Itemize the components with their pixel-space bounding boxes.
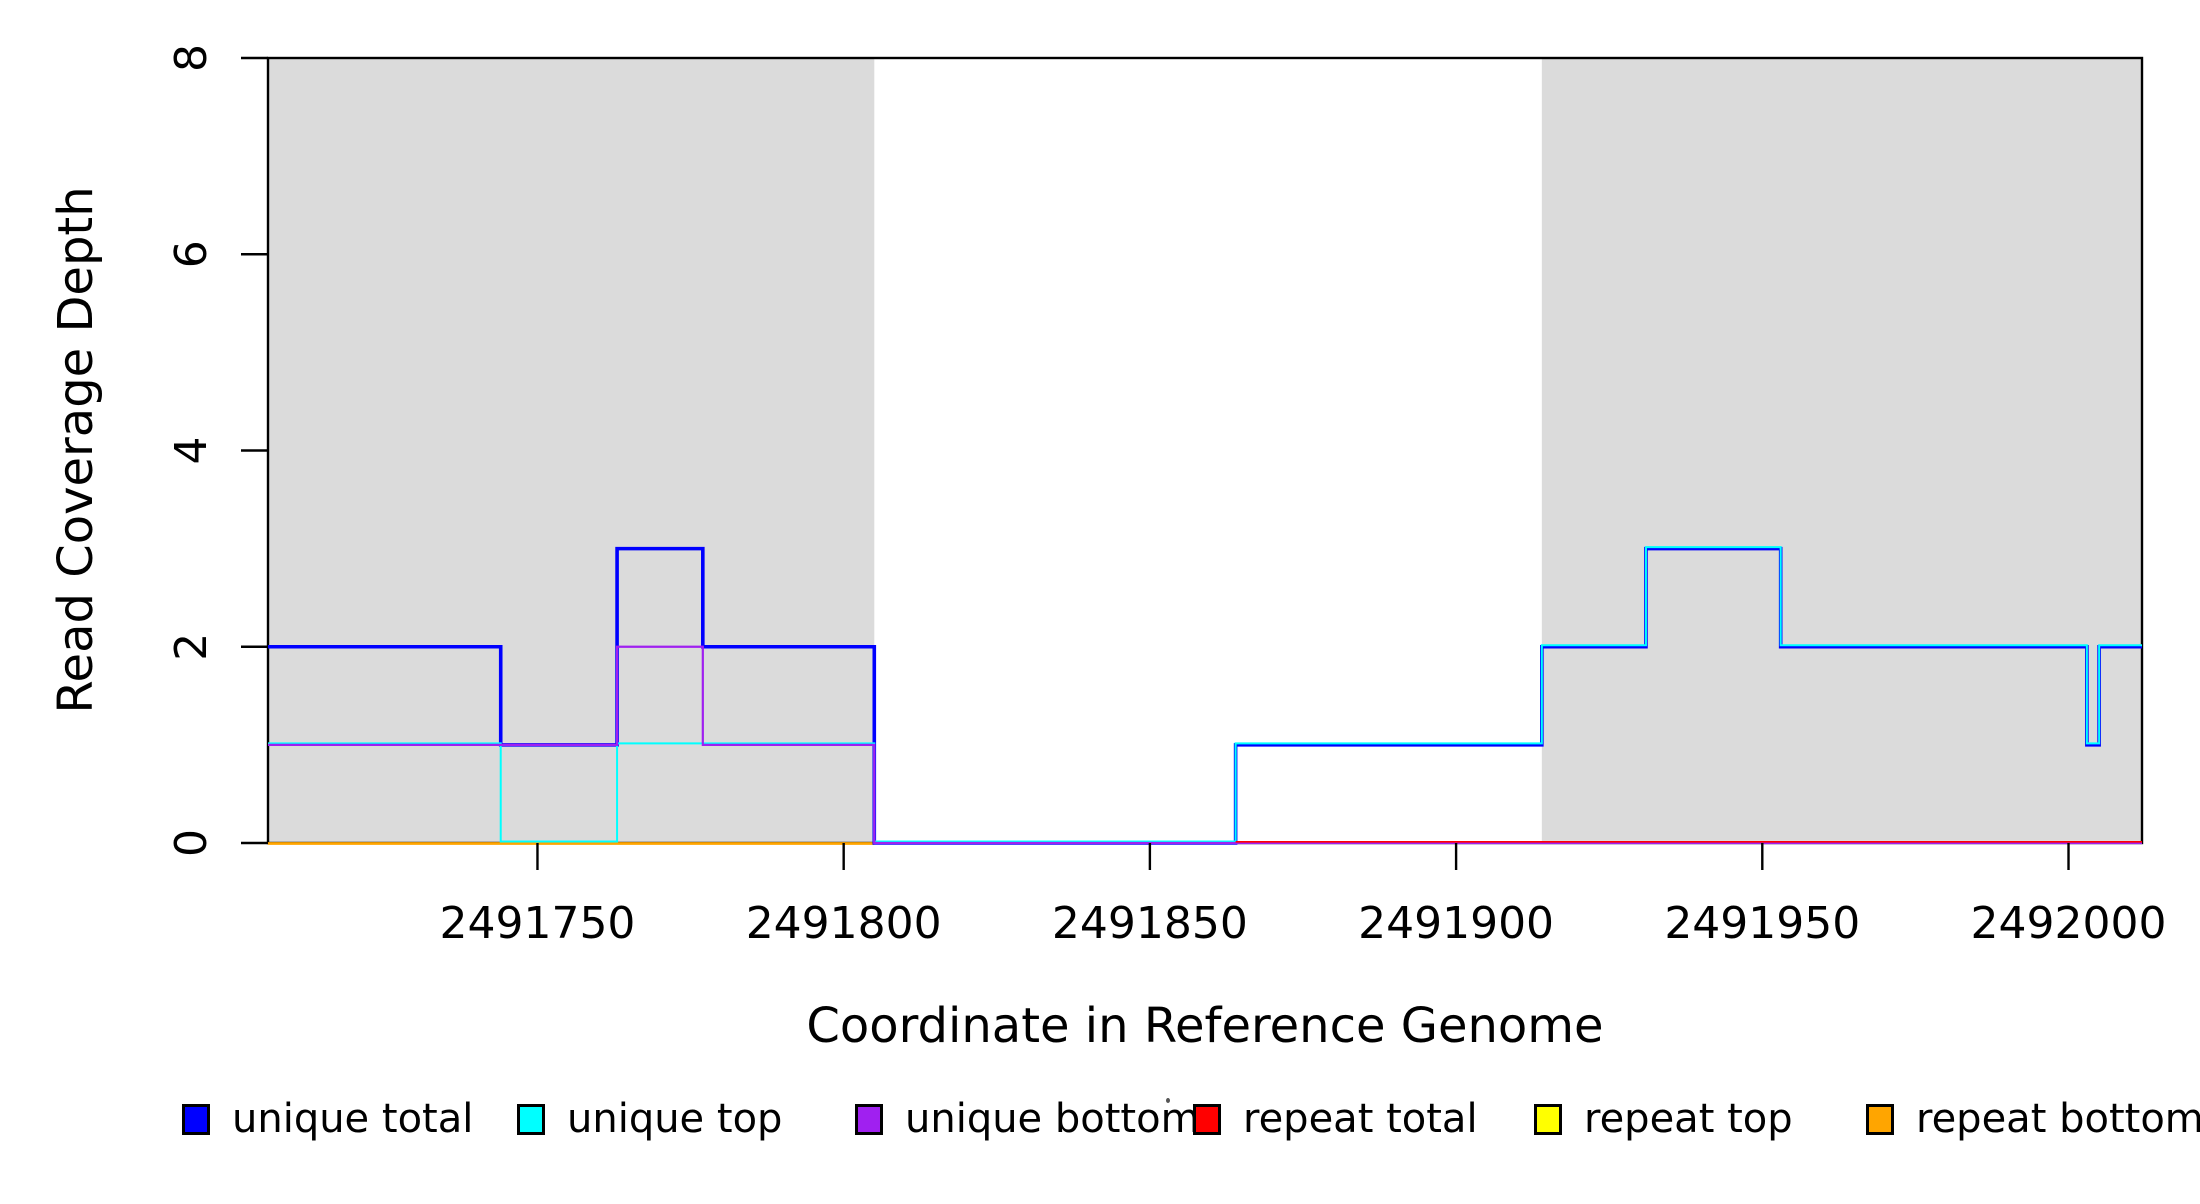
legend-swatch	[855, 1103, 883, 1135]
x-axis: 2491750 2491800 2491850 2491900 2491950 24920…	[439, 843, 2166, 949]
legend-label: unique total	[232, 1096, 474, 1142]
y-axis-title: Read Coverage Depth	[48, 186, 104, 713]
y-tick-label: 4	[166, 437, 217, 465]
x-tick-label: 2491750	[439, 898, 635, 949]
highlight-regions	[268, 58, 2142, 843]
x-tick-label: 2491900	[1358, 898, 1554, 949]
legend-label: unique top	[567, 1096, 783, 1142]
chart-legend: unique total unique top unique bottom repea…	[0, 1096, 2200, 1156]
y-tick-label: 8	[166, 44, 217, 72]
legend-swatch	[1193, 1103, 1221, 1135]
y-tick-label: 2	[166, 633, 217, 661]
series-line-unique-top	[268, 546, 2142, 843]
legend-label: repeat top	[1584, 1096, 1793, 1142]
legend-label: repeat total	[1243, 1096, 1478, 1142]
x-tick-label: 2491850	[1052, 898, 1248, 949]
legend-label: unique bottom	[905, 1096, 1200, 1142]
legend-swatch	[1866, 1103, 1894, 1135]
highlight-region	[268, 58, 875, 843]
legend-swatch	[517, 1103, 545, 1135]
series-line-unique-bottom	[268, 645, 2142, 845]
x-tick-label: 2491800	[746, 898, 942, 949]
legend-item-repeat-bottom: repeat bottom	[1866, 1096, 2200, 1142]
legend-item-repeat-top: repeat top	[1534, 1096, 1793, 1142]
y-tick-label: 0	[166, 829, 217, 857]
legend-item-repeat-total: repeat total	[1193, 1096, 1478, 1142]
x-tick-label: 2491950	[1664, 898, 1860, 949]
y-axis: 0 2 4 6 8	[166, 44, 268, 857]
y-tick-label: 6	[166, 240, 217, 268]
legend-label: repeat bottom	[1916, 1096, 2200, 1142]
legend-swatch	[1534, 1103, 1562, 1135]
legend-stray-dot	[1166, 1098, 1170, 1103]
highlight-region	[1541, 58, 2142, 843]
x-tick-label: 2492000	[1971, 898, 2167, 949]
legend-item-unique-total: unique total	[182, 1096, 473, 1142]
legend-swatch	[182, 1103, 210, 1135]
legend-item-unique-top: unique top	[517, 1096, 782, 1142]
legend-item-unique-bottom: unique bottom	[855, 1096, 1200, 1142]
x-axis-title: Coordinate in Reference Genome	[806, 998, 1603, 1054]
coverage-series-lines	[268, 546, 2142, 845]
